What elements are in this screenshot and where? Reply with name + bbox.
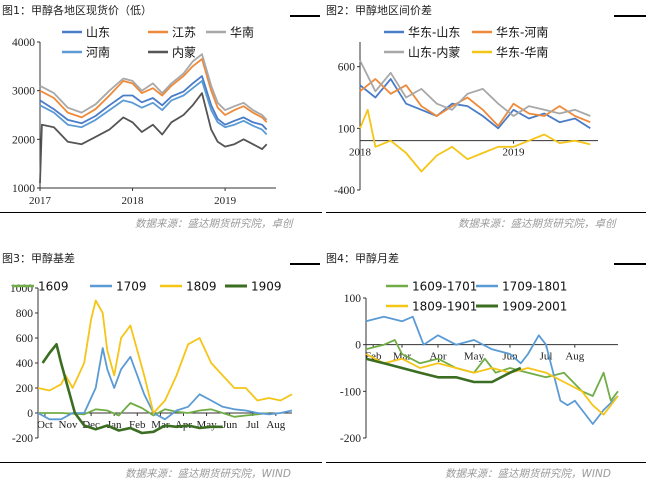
legend-label: 江苏 [172, 26, 196, 40]
y-tick-label: -200 [12, 433, 33, 445]
x-tick-label: Aug [266, 419, 285, 431]
y-tick-label: 200 [16, 383, 34, 395]
y-tick-label: 0 [355, 340, 361, 352]
y-tick-label: 3000 [12, 86, 35, 98]
x-tick-label: 2018 [122, 195, 145, 207]
series-line-3 [365, 353, 619, 416]
legend-label: 华东-山东 [408, 26, 460, 40]
fig3-title-rule [290, 263, 320, 265]
y-tick-label: 0 [27, 408, 33, 420]
fig1-title: 图1：甲醇各地区现货价（低） [2, 4, 152, 17]
fig4-bottom-rule [326, 462, 646, 463]
legend-label: 山东 [86, 26, 110, 40]
legend-label: 华南 [230, 25, 254, 40]
y-tick-label: 4000 [12, 37, 35, 49]
y-tick-label: -100 [340, 386, 361, 398]
legend-label: 华东-华南 [496, 45, 548, 60]
x-tick-label: Mar [151, 419, 170, 431]
y-tick-label: 400 [16, 358, 34, 370]
fig2-bottom-rule [326, 212, 646, 213]
legend-label: 内蒙 [172, 46, 196, 60]
fig4-source: 数据来源：盛达期货研究院，WIND [445, 468, 611, 480]
series-line-2 [39, 58, 268, 123]
x-tick-label: Jul [246, 419, 259, 431]
fig4-title-rule [614, 263, 646, 265]
y-tick-label: 800 [16, 308, 34, 320]
legend-label: 华东-河南 [496, 25, 548, 40]
legend-label: 1809 [186, 280, 217, 294]
fig4-title: 图4：甲醇月差 [326, 252, 399, 265]
series-line-3 [37, 299, 293, 414]
series-line-2 [37, 347, 293, 421]
legend-label: 1709 [116, 280, 147, 294]
y-tick-label: 1000 [12, 183, 35, 195]
legend-label: 1909 [251, 280, 282, 294]
x-tick-label: 2017 [29, 195, 52, 207]
series-line-4 [41, 343, 223, 435]
legend-label: 1709-1801 [502, 280, 567, 294]
x-tick-label: 2018 [349, 147, 372, 159]
fig2-title-rule [614, 15, 646, 17]
series-line-3 [39, 53, 268, 121]
fig3-title: 图3：甲醇基差 [2, 252, 75, 265]
x-tick-label: Aug [565, 351, 584, 363]
y-tick-label: 100 [338, 123, 356, 135]
legend-label: 山东-内蒙 [408, 46, 460, 60]
x-tick-label: Nov [59, 419, 78, 431]
series-line-1 [359, 78, 591, 130]
series-line-4 [39, 80, 268, 136]
fig1-bottom-rule [0, 212, 322, 213]
fig2-title: 图2：甲醇地区间价差 [326, 4, 432, 17]
y-tick-label: -400 [334, 185, 355, 197]
legend-label: 河南 [86, 45, 110, 60]
x-tick-label: May [464, 351, 485, 363]
y-tick-label: 600 [338, 62, 356, 74]
x-tick-label: Jun [222, 419, 238, 431]
legend-label: 1909-2001 [502, 300, 567, 314]
legend-label: 1609-1701 [412, 280, 477, 294]
x-tick-label: Oct [37, 419, 53, 431]
y-tick-label: 600 [16, 333, 34, 345]
legend-label: 1809-1901 [412, 300, 477, 314]
y-tick-label: -200 [340, 433, 361, 445]
y-tick-label: 100 [344, 293, 362, 305]
series-line-1 [39, 75, 268, 131]
fig2-source: 数据来源：盛达期货研究院，卓创 [458, 218, 616, 230]
series-line-2 [365, 315, 619, 425]
fig3-source: 数据来源：盛达期货研究院，WIND [125, 468, 291, 480]
x-tick-label: 2019 [503, 147, 526, 159]
y-tick-label: 2000 [12, 134, 35, 146]
fig3-bottom-rule [0, 462, 322, 463]
fig1-title-rule [290, 15, 320, 17]
series-line-1 [365, 339, 619, 402]
series-line-4 [365, 357, 522, 384]
series-line-4 [359, 108, 591, 173]
x-tick-label: 2019 [214, 195, 237, 207]
series-line-3 [359, 60, 591, 117]
series-line-1 [38, 402, 270, 418]
series-line-5 [39, 92, 268, 184]
legend-label: 1609 [38, 280, 69, 294]
fig1-source: 数据来源：盛达期货研究院，卓创 [135, 218, 293, 230]
